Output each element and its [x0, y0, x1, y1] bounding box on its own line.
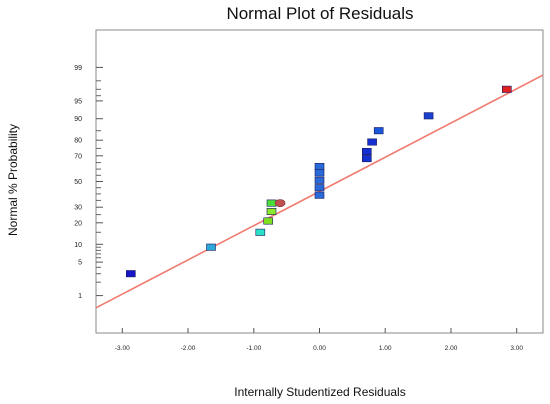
- x-tick-label: 1.00: [379, 345, 392, 352]
- y-tick-label: 30: [74, 205, 82, 212]
- y-tick-label: 80: [74, 138, 82, 145]
- data-point-circle: [274, 199, 286, 207]
- y-tick-label: 70: [74, 153, 82, 160]
- y-tick-label: 20: [74, 220, 82, 227]
- y-axis-ticks: 1 5 10 20 30 50 70 80 90 95 99: [74, 65, 103, 300]
- data-point: [263, 217, 274, 225]
- reference-line: [95, 74, 544, 309]
- y-tick-label: 1: [78, 293, 82, 300]
- x-tick-label: 0.00: [313, 345, 326, 352]
- data-point: [367, 138, 377, 146]
- data-point: [314, 169, 325, 177]
- y-tick-label: 50: [74, 179, 82, 186]
- x-axis-ticks: -3.00 -2.00 -1.00 0.00 1.00 2.00 3.00: [115, 328, 523, 352]
- data-point: [314, 163, 325, 171]
- x-tick-label: -2.00: [181, 345, 196, 352]
- y-tick-label: 90: [74, 116, 82, 123]
- data-point: [373, 127, 384, 135]
- data-point: [206, 243, 216, 251]
- data-point: [314, 191, 325, 199]
- y-tick-label: 99: [74, 65, 82, 72]
- data-point: [266, 199, 277, 207]
- data-point: [266, 208, 277, 216]
- y-tick-label: 5: [78, 260, 82, 267]
- x-axis-label: Internally Studentized Residuals: [234, 385, 405, 399]
- residual-points: [126, 85, 512, 278]
- y-tick-label: 10: [74, 242, 82, 249]
- data-point: [314, 176, 325, 184]
- chart-title: Normal Plot of Residuals: [226, 4, 413, 23]
- x-tick-label: -3.00: [115, 345, 130, 352]
- data-point: [255, 228, 266, 236]
- data-point: [314, 184, 325, 192]
- y-axis-label: Normal % Probability: [6, 124, 20, 236]
- x-tick-label: -1.00: [246, 345, 261, 352]
- x-tick-label: 2.00: [445, 345, 458, 352]
- y-tick-label: 95: [74, 98, 82, 105]
- x-tick-label: 3.00: [510, 345, 523, 352]
- data-point: [501, 85, 512, 93]
- data-point: [361, 148, 372, 156]
- data-point: [126, 270, 136, 278]
- data-point: [361, 155, 372, 163]
- data-point: [423, 112, 434, 120]
